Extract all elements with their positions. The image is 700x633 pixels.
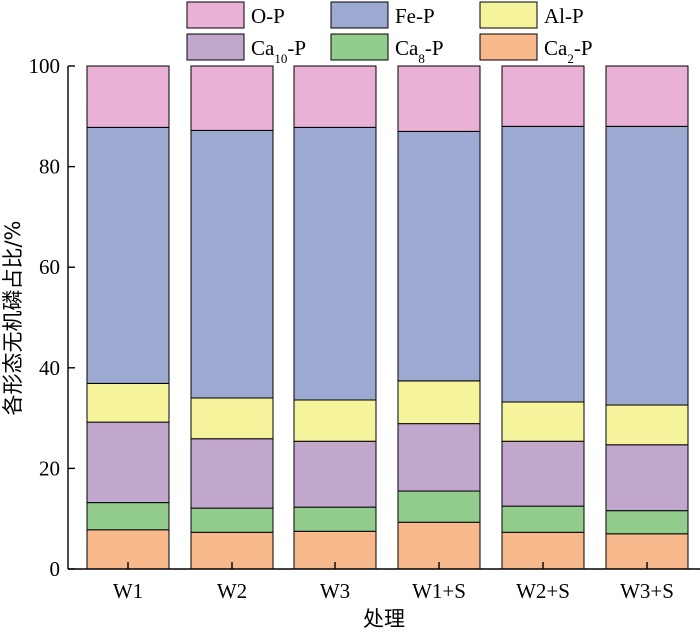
bar-w1-ca8-p xyxy=(86,502,170,531)
bar-w2-ca10-p xyxy=(190,438,274,509)
legend-swatch-ca8-p xyxy=(330,33,389,61)
bar-w3-o-p xyxy=(293,65,377,128)
legend-item-ca2-p: Ca2-P xyxy=(479,33,593,66)
legend-label-fe-p: Fe-P xyxy=(395,4,435,28)
y-tick-label: 20 xyxy=(39,456,60,480)
legend-item-ca8-p: Ca8-P xyxy=(330,33,444,66)
legend-label-al-p: Al-P xyxy=(544,4,584,28)
bar-w1-s-ca10-p xyxy=(397,423,481,492)
bar-w1-s-o-p xyxy=(397,65,481,132)
x-tick-label: W1+S xyxy=(412,579,466,603)
legend-swatch-al-p xyxy=(479,1,538,29)
legend-item-al-p: Al-P xyxy=(479,1,584,29)
x-tick-label: W1 xyxy=(113,579,143,603)
legend-item-fe-p: Fe-P xyxy=(330,1,435,29)
bar-w2-s-ca10-p xyxy=(501,440,585,507)
bar-w1-s-fe-p xyxy=(397,130,481,382)
x-tick-label: W2+S xyxy=(516,579,570,603)
bar-w2-s-fe-p xyxy=(501,125,585,403)
x-tick-label: W3 xyxy=(320,579,350,603)
y-tick-label: 0 xyxy=(50,557,61,581)
legend-swatch-o-p xyxy=(186,1,245,29)
axes-layer xyxy=(67,66,700,570)
bars-layer xyxy=(86,65,689,570)
bar-w1-al-p xyxy=(86,382,170,423)
bar-w3-ca8-p xyxy=(293,506,377,532)
legend-swatch-ca2-p xyxy=(479,33,538,61)
y-tick-label: 60 xyxy=(39,255,60,279)
y-tick-label: 100 xyxy=(29,54,61,78)
bar-w1-fe-p xyxy=(86,126,170,384)
legend-swatch-fe-p xyxy=(330,1,389,29)
bar-w1-s-ca2-p xyxy=(397,521,481,570)
bar-w2-al-p xyxy=(190,397,274,440)
bar-w3-al-p xyxy=(293,399,377,442)
legend-label-o-p: O-P xyxy=(251,4,285,28)
bar-w3-s-o-p xyxy=(605,65,689,127)
bar-w2-ca8-p xyxy=(190,507,274,533)
bar-w3-fe-p xyxy=(293,126,377,401)
y-tick-label: 40 xyxy=(39,356,60,380)
bar-w2-s-ca8-p xyxy=(501,505,585,533)
x-tick-label: W3+S xyxy=(620,579,674,603)
legend-item-ca10-p: Ca10-P xyxy=(186,33,306,66)
bar-w1-ca10-p xyxy=(86,421,170,504)
bar-w3-s-al-p xyxy=(605,404,689,446)
x-tick-label: W2 xyxy=(217,579,247,603)
bar-w1-s-ca8-p xyxy=(397,490,481,523)
bar-w2-fe-p xyxy=(190,129,274,399)
legend-label-ca10-p: Ca10-P xyxy=(251,36,306,66)
x-axis-title: 处理 xyxy=(363,607,405,631)
y-axis-title: 各形态无机磷占比/% xyxy=(1,220,25,415)
bar-w3-s-ca8-p xyxy=(605,510,689,535)
bar-w2-o-p xyxy=(190,65,274,131)
ticks-layer: 0 20 40 60 80 100 W1 W2 W3 W1+S W2+S W3+S xyxy=(29,54,674,603)
bar-w3-ca10-p xyxy=(293,440,377,508)
y-tick-label: 80 xyxy=(39,155,60,179)
bar-w3-s-fe-p xyxy=(605,125,689,406)
legend: O-P Fe-P Al-P Ca10-P Ca8-P Ca2-P xyxy=(186,1,593,66)
bar-w1-s-al-p xyxy=(397,380,481,425)
bar-w3-s-ca10-p xyxy=(605,444,689,512)
bar-w1-o-p xyxy=(86,65,170,128)
legend-item-o-p: O-P xyxy=(186,1,285,29)
legend-swatch-ca10-p xyxy=(186,33,245,61)
bar-w2-s-al-p xyxy=(501,401,585,442)
legend-label-ca2-p: Ca2-P xyxy=(544,36,593,66)
bar-w2-s-o-p xyxy=(501,65,585,127)
legend-label-ca8-p: Ca8-P xyxy=(395,36,444,66)
